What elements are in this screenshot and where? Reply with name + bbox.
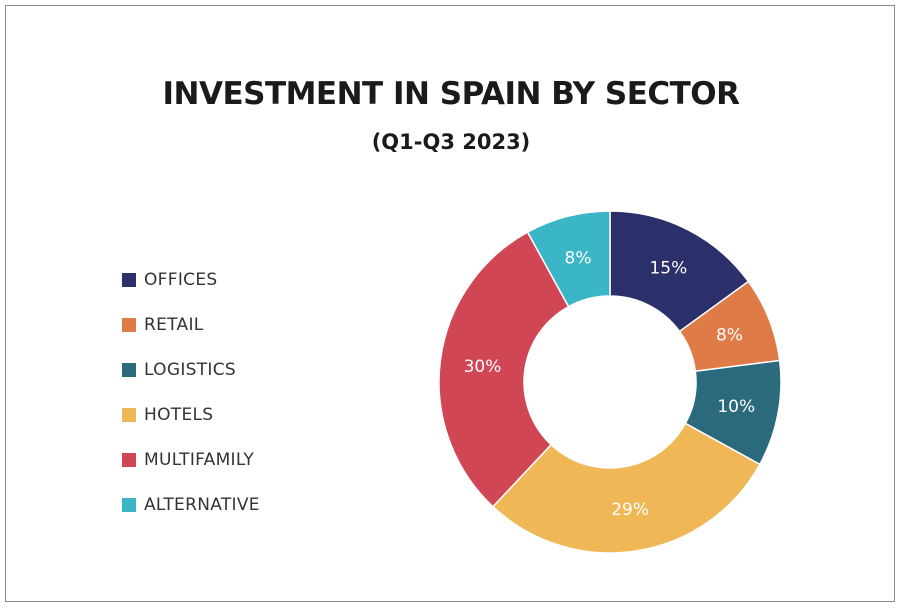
legend-item-multifamily: MULTIFAMILY	[122, 437, 260, 482]
legend-swatch	[122, 272, 136, 287]
legend: OFFICES RETAIL LOGISTICS HOTELS MULTIFAMILY A…	[122, 257, 260, 527]
data-label-multifamily: 30%	[464, 357, 502, 377]
data-label-logistics: 10%	[717, 397, 755, 417]
legend-swatch	[122, 362, 136, 377]
slice-hotels	[491, 422, 761, 554]
data-label-retail: 8%	[716, 326, 743, 346]
chart-frame	[5, 5, 895, 602]
legend-label: HOTELS	[144, 404, 214, 425]
slice-multifamily	[438, 231, 570, 508]
data-label-offices: 15%	[649, 259, 687, 279]
legend-swatch	[122, 317, 136, 332]
legend-label: LOGISTICS	[144, 359, 236, 380]
legend-item-logistics: LOGISTICS	[122, 347, 260, 392]
data-label-hotels: 29%	[611, 500, 649, 520]
legend-item-retail: RETAIL	[122, 302, 260, 347]
legend-label: MULTIFAMILY	[144, 449, 255, 470]
legend-swatch	[122, 497, 136, 512]
data-label-alternative: 8%	[565, 249, 592, 269]
legend-label: ALTERNATIVE	[144, 494, 260, 515]
legend-swatch	[122, 407, 136, 422]
slice-alternative	[526, 210, 611, 308]
legend-item-offices: OFFICES	[122, 257, 260, 302]
legend-item-hotels: HOTELS	[122, 392, 260, 437]
legend-label: OFFICES	[144, 269, 218, 290]
legend-swatch	[122, 452, 136, 467]
legend-item-alternative: ALTERNATIVE	[122, 482, 260, 527]
chart-subtitle: (Q1-Q3 2023)	[371, 130, 531, 154]
chart-title: INVESTMENT IN SPAIN BY SECTOR	[162, 76, 740, 112]
legend-label: RETAIL	[144, 314, 204, 335]
